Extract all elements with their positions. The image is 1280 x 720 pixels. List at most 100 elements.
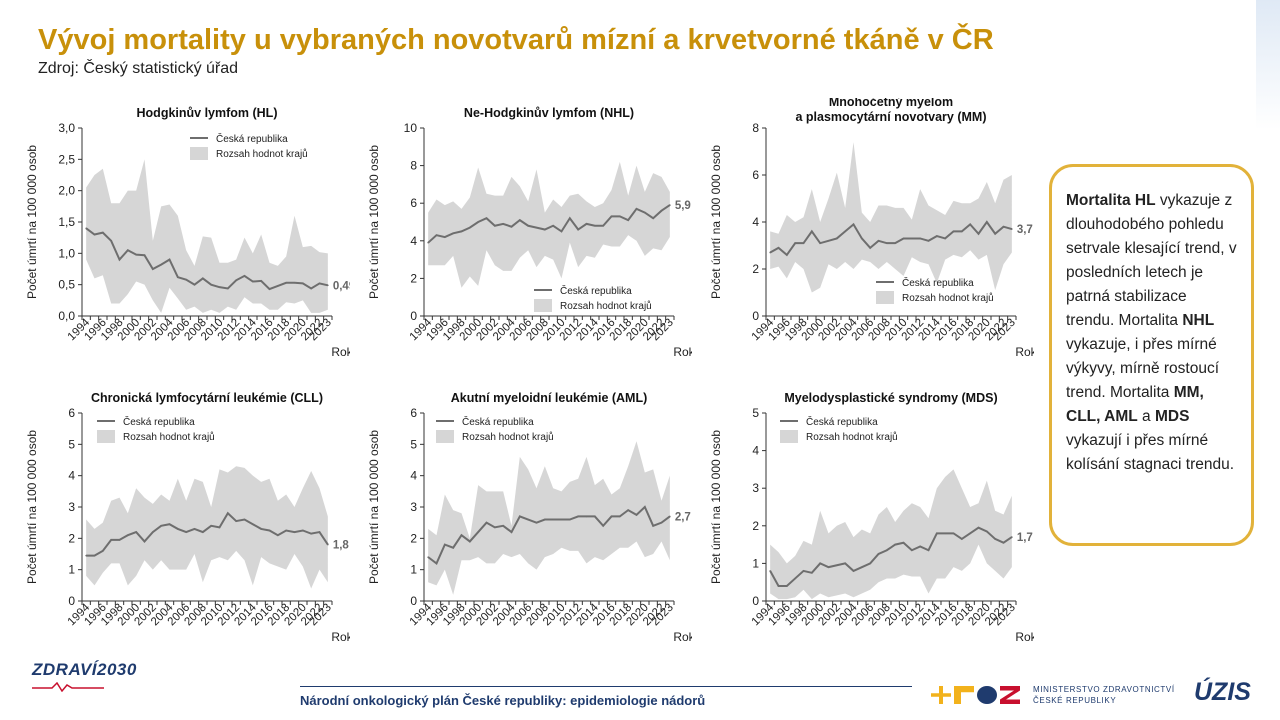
range-band-area — [770, 469, 1012, 600]
czech-republic-point — [310, 532, 312, 535]
czech-republic-point — [143, 540, 146, 543]
czech-republic-point — [85, 554, 87, 557]
czech-republic-point — [877, 240, 880, 242]
czech-republic-point — [527, 518, 529, 521]
czech-republic-point — [669, 515, 671, 518]
czech-republic-point — [327, 543, 329, 546]
czech-republic-point — [569, 217, 571, 220]
x-tick-label: 2023 — [307, 317, 334, 344]
czech-republic-point — [786, 254, 788, 256]
range-band-area — [428, 161, 670, 288]
czech-republic-line — [427, 505, 671, 565]
corner-decoration — [1256, 0, 1280, 130]
legend-label-range: Rozsah hodnot krajů — [902, 292, 994, 304]
footer-divider — [300, 686, 912, 687]
czech-republic-point — [994, 538, 996, 540]
czech-republic-point — [994, 232, 996, 235]
y-tick-label: 0,0 — [58, 309, 75, 323]
czech-republic-point — [777, 585, 780, 587]
czech-republic-point — [877, 553, 880, 555]
czech-republic-point — [786, 585, 788, 587]
czech-republic-point — [827, 566, 830, 568]
legend-band-swatch — [876, 291, 894, 304]
chart-svg: Myelodysplastické syndromy (MDS)01234519… — [709, 391, 1034, 644]
czech-republic-point — [102, 231, 104, 234]
czech-republic-point — [477, 221, 479, 223]
czech-republic-point — [152, 531, 154, 533]
x-axis-label: Rok — [331, 630, 350, 644]
czech-republic-point — [827, 240, 830, 242]
y-tick-label: 2 — [68, 531, 75, 545]
czech-republic-point — [936, 235, 938, 237]
x-axis-label: Rok — [673, 630, 692, 644]
czech-republic-point — [243, 275, 246, 277]
range-band-area — [86, 159, 328, 313]
czech-republic-point — [452, 546, 454, 549]
czech-republic-point — [160, 263, 162, 266]
czech-republic-point — [202, 277, 204, 280]
x-tick-label: 2023 — [307, 602, 334, 629]
x-tick-label: 2023 — [649, 317, 676, 344]
y-tick-label: 2 — [752, 519, 759, 533]
czech-republic-point — [260, 280, 262, 282]
czech-republic-point — [285, 281, 287, 284]
chart-svg: Chronická lymfocytární leukémie (CLL) 0 1 2… — [25, 391, 350, 644]
x-axis-label: Rok — [331, 345, 350, 359]
czech-republic-point — [961, 538, 963, 540]
legend-label-range: Rozsah hodnot krajů — [560, 300, 652, 312]
czech-republic-point — [293, 281, 296, 284]
czech-republic-point — [127, 534, 129, 536]
czech-republic-point — [544, 228, 546, 231]
czech-republic-point — [227, 512, 229, 515]
czech-republic-point — [118, 258, 121, 261]
czech-republic-point — [485, 217, 488, 220]
callout-text-1: vykazuje z dlouhodobého pohledu setrvale… — [1066, 192, 1237, 329]
y-tick-label: 6 — [68, 406, 75, 420]
czech-republic-point — [1011, 536, 1013, 538]
yellow-cross-icon — [931, 686, 951, 704]
czech-republic-point — [277, 285, 279, 287]
czech-republic-point — [510, 225, 513, 228]
y-axis-label: Počet úmrtí na 100 000 osob — [25, 430, 39, 584]
y-tick-label: 3 — [410, 500, 417, 514]
czech-republic-point — [610, 515, 613, 518]
y-tick-label: 1 — [68, 563, 75, 577]
czech-republic-point — [110, 240, 112, 242]
legend-label-range: Rozsah hodnot krajů — [806, 431, 898, 443]
legend-band-swatch — [190, 147, 208, 160]
czech-republic-point — [435, 562, 438, 565]
callout-mds-label: MDS — [1154, 408, 1190, 425]
chart-title: Hodgkinův lymfom (HL) — [137, 106, 278, 120]
end-value-label: 3,7 — [1017, 224, 1033, 236]
czech-republic-point — [952, 532, 955, 535]
czech-republic-point — [585, 515, 588, 518]
legend-label-range: Rozsah hodnot krajů — [216, 148, 308, 160]
chart-svg: Hodgkinův lymfom (HL) 0,0 0,5 1,0 1,5 2,0 2,5 3… — [25, 106, 350, 359]
czech-republic-point — [560, 230, 563, 233]
callout-mm-cll-aml-label: MM, CLL, AML — [1066, 384, 1204, 425]
y-tick-label: 1 — [410, 563, 417, 577]
czech-republic-point — [1011, 228, 1013, 230]
czech-republic-point — [510, 531, 513, 533]
y-tick-label: 6 — [752, 168, 759, 182]
czech-republic-point — [844, 562, 846, 565]
source-note: Zdroj: Český statistický úřad — [38, 60, 239, 77]
y-tick-label: 1,5 — [58, 215, 75, 229]
czech-republic-point — [852, 223, 855, 226]
y-tick-label: 4 — [68, 469, 75, 483]
x-axis-label: Rok — [673, 345, 692, 359]
czech-republic-point — [193, 528, 196, 530]
czech-republic-point — [652, 525, 654, 527]
y-axis-label: Počet úmrtí na 100 000 osob — [25, 145, 39, 299]
czech-republic-line — [769, 220, 1013, 257]
range-band-area — [770, 142, 1012, 293]
summary-callout: Mortalita HL vykazuje z dlouhodobého poh… — [1049, 164, 1254, 546]
x-axis-label: Rok — [1015, 630, 1034, 644]
czech-republic-point — [210, 283, 212, 286]
czech-republic-point — [252, 280, 254, 283]
czech-republic-point — [460, 534, 463, 536]
czech-republic-point — [635, 208, 638, 210]
czech-republic-point — [535, 226, 538, 229]
callout-text-3: a — [1137, 408, 1155, 425]
czech-republic-point — [235, 520, 237, 522]
